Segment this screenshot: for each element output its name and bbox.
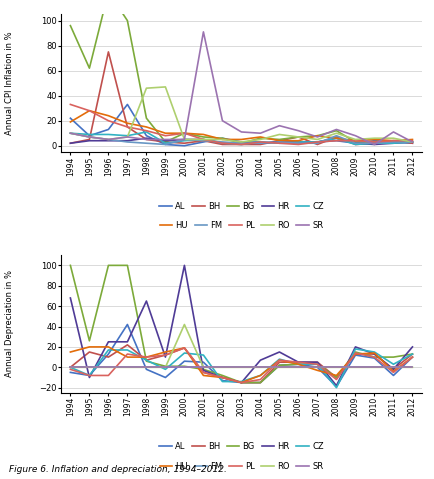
Text: Figure 6. Inflation and depreciation, 1994–2012.: Figure 6. Inflation and depreciation, 19… [9,465,226,474]
Legend: HU, FM, PL, RO, SR: HU, FM, PL, RO, SR [156,217,326,233]
Y-axis label: Annual Depreciation in %: Annual Depreciation in % [5,271,14,377]
Y-axis label: Annual CPI Inflation in %: Annual CPI Inflation in % [5,31,14,135]
Legend: HU, FM, PL, RO, SR: HU, FM, PL, RO, SR [156,458,326,474]
